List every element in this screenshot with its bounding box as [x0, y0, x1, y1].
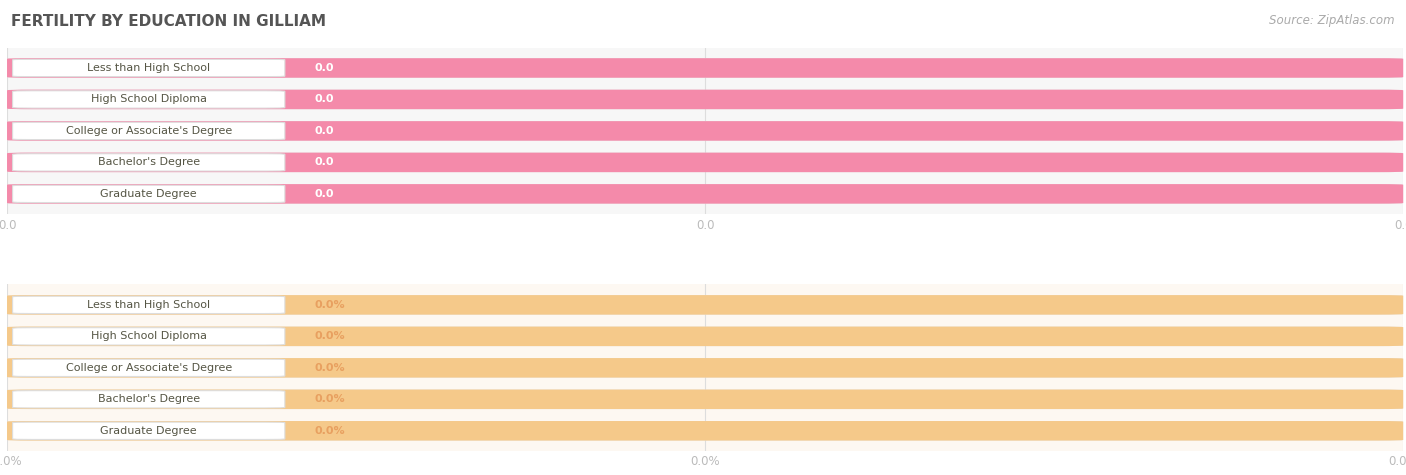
Text: College or Associate's Degree: College or Associate's Degree	[66, 363, 232, 373]
FancyBboxPatch shape	[13, 422, 285, 439]
Text: FERTILITY BY EDUCATION IN GILLIAM: FERTILITY BY EDUCATION IN GILLIAM	[11, 14, 326, 29]
Text: Graduate Degree: Graduate Degree	[100, 189, 197, 199]
Text: 0.0%: 0.0%	[314, 300, 344, 310]
FancyBboxPatch shape	[13, 185, 285, 202]
FancyBboxPatch shape	[7, 358, 1403, 378]
FancyBboxPatch shape	[7, 421, 1403, 440]
Text: Less than High School: Less than High School	[87, 63, 211, 73]
Text: Source: ZipAtlas.com: Source: ZipAtlas.com	[1270, 14, 1395, 27]
FancyBboxPatch shape	[7, 390, 1403, 409]
FancyBboxPatch shape	[7, 327, 1403, 346]
FancyBboxPatch shape	[13, 359, 285, 377]
FancyBboxPatch shape	[13, 91, 285, 108]
FancyBboxPatch shape	[7, 121, 1403, 141]
Text: 0.0%: 0.0%	[314, 426, 344, 436]
FancyBboxPatch shape	[7, 58, 1403, 78]
FancyBboxPatch shape	[7, 184, 1403, 204]
FancyBboxPatch shape	[7, 327, 1403, 346]
Text: Graduate Degree: Graduate Degree	[100, 426, 197, 436]
Text: Bachelor's Degree: Bachelor's Degree	[97, 394, 200, 404]
FancyBboxPatch shape	[7, 121, 1403, 141]
FancyBboxPatch shape	[7, 421, 1403, 440]
FancyBboxPatch shape	[13, 154, 285, 171]
FancyBboxPatch shape	[7, 358, 1403, 378]
Text: 0.0%: 0.0%	[314, 394, 344, 404]
FancyBboxPatch shape	[7, 152, 1403, 172]
FancyBboxPatch shape	[7, 295, 1403, 314]
Text: 0.0%: 0.0%	[314, 363, 344, 373]
FancyBboxPatch shape	[13, 59, 285, 76]
Text: Bachelor's Degree: Bachelor's Degree	[97, 157, 200, 167]
Text: Less than High School: Less than High School	[87, 300, 211, 310]
Text: 0.0: 0.0	[314, 126, 333, 136]
FancyBboxPatch shape	[7, 295, 1403, 314]
FancyBboxPatch shape	[7, 58, 1403, 78]
FancyBboxPatch shape	[7, 390, 1403, 409]
FancyBboxPatch shape	[7, 184, 1403, 204]
FancyBboxPatch shape	[13, 296, 285, 314]
Text: High School Diploma: High School Diploma	[91, 332, 207, 342]
Text: 0.0: 0.0	[314, 63, 333, 73]
FancyBboxPatch shape	[7, 90, 1403, 109]
Text: 0.0: 0.0	[314, 157, 333, 167]
FancyBboxPatch shape	[7, 90, 1403, 109]
FancyBboxPatch shape	[13, 328, 285, 345]
Text: College or Associate's Degree: College or Associate's Degree	[66, 126, 232, 136]
FancyBboxPatch shape	[13, 390, 285, 408]
Text: 0.0: 0.0	[314, 189, 333, 199]
Text: High School Diploma: High School Diploma	[91, 95, 207, 104]
FancyBboxPatch shape	[7, 152, 1403, 172]
Text: 0.0: 0.0	[314, 95, 333, 104]
FancyBboxPatch shape	[13, 122, 285, 140]
Text: 0.0%: 0.0%	[314, 332, 344, 342]
